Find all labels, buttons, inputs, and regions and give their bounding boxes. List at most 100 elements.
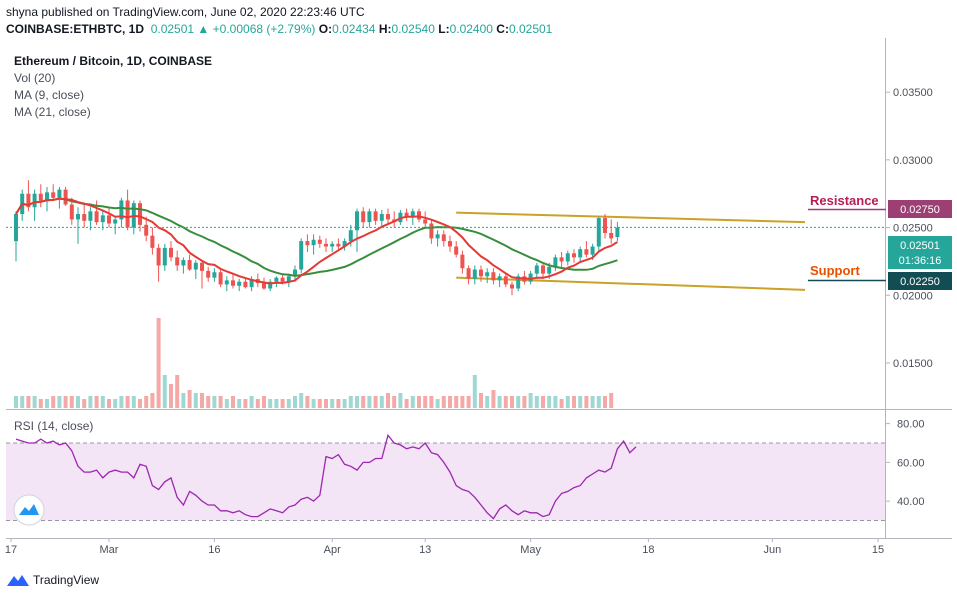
volume-bar	[82, 399, 87, 408]
time-tick-label: 13	[419, 544, 431, 556]
watermark-logo-icon	[19, 504, 39, 515]
candle-body	[57, 189, 62, 198]
candle-body	[355, 211, 359, 231]
candle-body	[448, 241, 452, 247]
volume-bar	[497, 396, 502, 408]
volume-bar	[342, 399, 347, 408]
legend-ma9[interactable]: MA (9, close)	[14, 88, 84, 102]
candle-body	[200, 262, 204, 271]
candle-body	[262, 283, 266, 289]
volume-bar	[361, 396, 366, 408]
volume-bar	[125, 396, 130, 408]
volume-bar	[69, 396, 74, 408]
volume-bar	[57, 396, 62, 408]
candle-body	[175, 257, 180, 266]
volume-bar	[404, 399, 409, 408]
volume-bar	[386, 393, 390, 408]
chart-area[interactable]: 0.03500 0.03000 0.02500 0.02000 0.01500 80.0…	[0, 0, 957, 570]
volume-bar	[249, 396, 254, 408]
candle-body	[14, 214, 18, 242]
candle-body	[38, 193, 43, 201]
price-pane[interactable]	[6, 38, 885, 409]
candle-body	[615, 227, 620, 238]
volume-bar	[100, 396, 105, 408]
rsi-band	[6, 443, 885, 521]
volume-bar	[330, 399, 335, 408]
legend-vol[interactable]: Vol (20)	[14, 71, 55, 85]
volume-bar	[479, 393, 483, 408]
volume-bar	[572, 396, 576, 408]
candle-body	[466, 268, 471, 280]
candle-body	[169, 247, 173, 258]
candle-body	[553, 257, 558, 267]
high-value: 0.02540	[391, 22, 435, 36]
candle-body	[280, 277, 285, 282]
candle-body	[609, 232, 614, 239]
volume-bar	[113, 399, 118, 408]
channel-upper-line[interactable]	[456, 211, 806, 224]
volume-bar	[231, 396, 235, 408]
candle-body	[293, 269, 297, 277]
candle-body	[590, 246, 595, 255]
rsi-band-group	[6, 442, 885, 521]
candle-body	[572, 253, 576, 258]
volume-bar	[181, 393, 186, 408]
candle-body	[243, 281, 248, 288]
candle-body	[386, 214, 390, 220]
price-change: +0.00068 (+2.79%)	[212, 22, 316, 36]
volume-bar	[280, 399, 285, 408]
resistance-price-tag	[888, 200, 952, 218]
candle-body	[193, 262, 198, 270]
candle-body	[516, 276, 521, 289]
legend-rsi[interactable]: RSI (14, close)	[14, 419, 93, 433]
legend-ma21[interactable]: MA (21, close)	[14, 105, 91, 119]
candle-body	[63, 189, 68, 205]
candle-body	[119, 200, 124, 220]
time-tick-label: Mar	[100, 544, 119, 556]
time-tick-label: Jun	[764, 544, 782, 556]
volume-bar	[603, 396, 607, 408]
countdown-text: 01:36:16	[899, 255, 942, 267]
rsi-tick-label: 40.00	[897, 496, 925, 508]
last-price: 0.02501	[150, 22, 195, 36]
last-price-text: 0.02501	[900, 240, 940, 252]
candle-body	[565, 253, 570, 262]
volume-bar	[398, 393, 403, 408]
candle-body	[578, 249, 583, 258]
volume-bar	[355, 396, 359, 408]
volume-bar	[107, 399, 111, 408]
volume-bar	[410, 396, 415, 408]
ma21-line	[15, 197, 618, 277]
symbol: COINBASE:ETHBTC, 1D	[6, 22, 145, 36]
price-tick-label: 0.02500	[893, 223, 933, 235]
volume-bar	[262, 396, 266, 408]
low-value: 0.02400	[449, 22, 493, 36]
volume-bar	[516, 396, 521, 408]
volume-bar	[336, 399, 341, 408]
legend-title: Ethereum / Bitcoin, 1D, COINBASE	[14, 54, 212, 68]
candle-body	[69, 204, 74, 220]
candle-body	[485, 272, 490, 277]
price-tick-label: 0.01500	[893, 358, 933, 370]
price-tick-label: 0.03000	[893, 155, 933, 167]
candle-body	[417, 211, 421, 220]
resistance-label: Resistance	[810, 193, 879, 208]
rsi-tick-label: 80.00	[897, 419, 925, 431]
volume-bar	[565, 396, 570, 408]
volume-bars	[14, 318, 614, 408]
candle-body	[100, 215, 105, 223]
candle-body	[603, 218, 607, 233]
candle-body	[410, 211, 415, 217]
rsi-tick-label: 60.00	[897, 457, 925, 469]
channel-lower-line[interactable]	[456, 276, 806, 291]
rsi-line-group	[15, 433, 637, 520]
time-tick-label: May	[520, 544, 541, 556]
candle-body	[441, 234, 446, 242]
volume-bar	[472, 375, 477, 408]
candle-body	[317, 239, 322, 244]
candle-body	[547, 266, 552, 274]
volume-bar	[45, 399, 49, 408]
volume-bar	[429, 396, 434, 408]
candle-body	[107, 215, 111, 224]
candle-body	[584, 249, 589, 255]
